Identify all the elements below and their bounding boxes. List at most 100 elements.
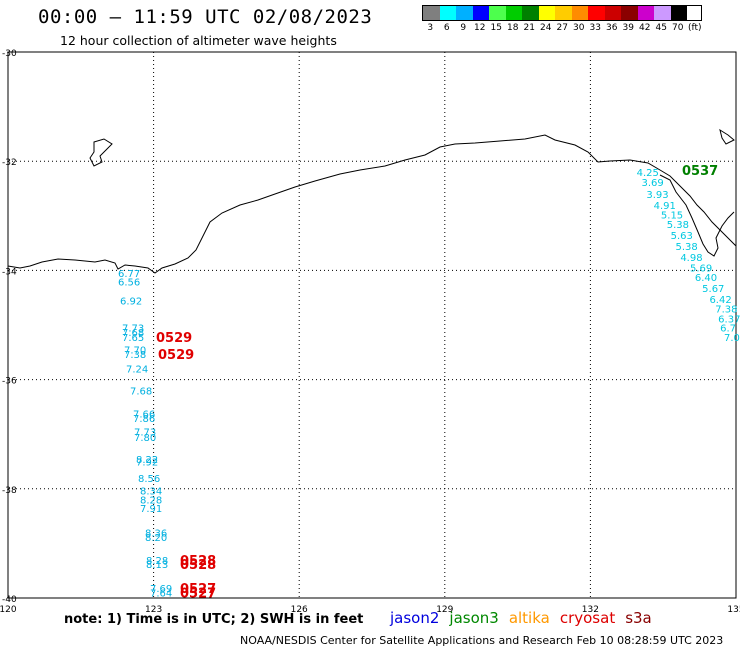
legend-bin-label: 33 [589, 23, 601, 33]
swh-value: 6.56 [118, 277, 140, 288]
legend-swatch [588, 6, 605, 20]
time-label: 0528 [180, 558, 216, 573]
lon-label: 135 [727, 605, 740, 615]
legend-swatch [621, 6, 638, 20]
swh-value: 7.24 [126, 365, 148, 376]
swh-value: 4.91 [654, 201, 676, 212]
swh-value: 6.40 [695, 273, 717, 284]
map-subtitle: 12 hour collection of altimeter wave hei… [60, 33, 337, 48]
legend-bin-label: 70 [672, 23, 684, 33]
legend-bin-label: 42 [639, 23, 651, 33]
time-label: 0527 [180, 587, 216, 602]
legend-bin-label: 36 [606, 23, 618, 33]
swh-value: 7.92 [136, 458, 158, 469]
legend-swatch [505, 6, 522, 20]
swh-value: 8.28 [140, 496, 162, 507]
coastline-eyre-peninsula [659, 174, 735, 257]
swh-value: 8.36 [145, 528, 167, 539]
swh-value: 6.92 [120, 296, 142, 307]
swh-value: 5.67 [702, 284, 724, 295]
swh-value: 4.98 [680, 253, 702, 264]
swh-value: 6.37 [718, 314, 740, 325]
legend-bin-label: 9 [460, 23, 467, 33]
legend-swatch [522, 6, 539, 20]
legend-swatch [555, 6, 572, 20]
swh-value: 7.65 [122, 333, 144, 344]
lat-label: -38 [2, 486, 17, 496]
legend-swatch [489, 6, 506, 20]
swh-value: 8.28 [146, 556, 168, 567]
swh-value: 7.73 [134, 427, 156, 438]
swh-value: 8.20 [145, 533, 167, 544]
lon-label: 120 [0, 605, 17, 615]
legend-bin-label: 27 [556, 23, 568, 33]
lon-label: 132 [582, 605, 599, 615]
swh-value: 7.0 [724, 333, 740, 344]
satellite-name: cryosat [559, 609, 616, 627]
legend-bin-label: 30 [573, 23, 585, 33]
lat-label: -40 [2, 595, 17, 605]
legend-swatch [604, 6, 621, 20]
lat-label: -32 [2, 158, 17, 168]
legend-bin-label: 21 [523, 23, 535, 33]
swh-value: 8.34 [140, 486, 162, 497]
swh-value: 7.38 [124, 350, 146, 361]
time-label: 0529 [156, 331, 192, 346]
swh-value: 5.63 [671, 231, 693, 242]
swh-value: 7.64 [150, 589, 172, 600]
legend-swatch [571, 6, 588, 20]
satellite-name: jason2 [390, 609, 440, 627]
lat-label: -30 [2, 49, 17, 59]
time-label: 0527 [180, 582, 216, 597]
map-title: 00:00 – 11:59 UTC 02/08/2023 [38, 6, 373, 28]
legend-bin-label: 3 [427, 23, 434, 33]
legend-bin-label: 45 [655, 23, 667, 33]
legend-swatch [637, 6, 654, 20]
swh-value: 3.93 [646, 190, 668, 201]
lat-label: -36 [2, 377, 17, 387]
swh-value: 5.15 [661, 211, 683, 222]
swh-value: 4.25 [637, 168, 659, 179]
swh-value: 6.77 [118, 269, 140, 280]
swh-value: 7.91 [140, 504, 162, 515]
legend-swatch [472, 6, 489, 20]
legend-swatch [538, 6, 555, 20]
time-label: 0528 [180, 554, 216, 569]
swh-value: 3.69 [641, 178, 663, 189]
coastline-island [89, 138, 113, 167]
legend-bin-label: 15 [490, 23, 502, 33]
swh-value: 7.70 [124, 346, 146, 357]
coastline-gulf-edge [719, 128, 735, 145]
swh-value: 7.86 [133, 414, 155, 425]
swh-value: 8.13 [146, 560, 168, 571]
swh-value: 7.68 [122, 328, 144, 339]
swh-value: 6.7 [720, 324, 736, 335]
swh-value: 5.38 [675, 242, 697, 253]
lon-label: 123 [145, 605, 162, 615]
track-west: 6.776.566.927.737.687.657.707.387.247.68… [118, 269, 216, 601]
color-legend: 3 6 9 12 15 18 21 24 27 30 33 36 39 42 45 70 (ft) [422, 5, 702, 33]
lat-label: -34 [2, 267, 17, 277]
swh-value: 5.69 [690, 264, 712, 275]
legend-swatch [654, 6, 671, 20]
swh-value: 6.42 [709, 295, 731, 306]
legend-bin-label: 12 [474, 23, 486, 33]
legend-color-bar [422, 5, 702, 21]
legend-swatch [456, 6, 473, 20]
legend-bin-label: 6 [443, 23, 450, 33]
swh-value: 8.22 [136, 455, 158, 466]
time-label: 0537 [682, 164, 718, 179]
time-label: 0529 [158, 348, 194, 363]
map-frame [7, 51, 737, 599]
footer-credit: NOAA/NESDIS Center for Satellite Applica… [240, 634, 724, 647]
coastline-mainland [7, 134, 737, 274]
swh-value: 7.38 [715, 305, 737, 316]
legend-bin-label: 24 [540, 23, 552, 33]
swh-value: 7.66 [133, 409, 155, 420]
swh-value: 7.80 [134, 433, 156, 444]
swh-value: 5.38 [667, 220, 689, 231]
graticule [8, 52, 736, 598]
legend-swatch [423, 6, 440, 20]
